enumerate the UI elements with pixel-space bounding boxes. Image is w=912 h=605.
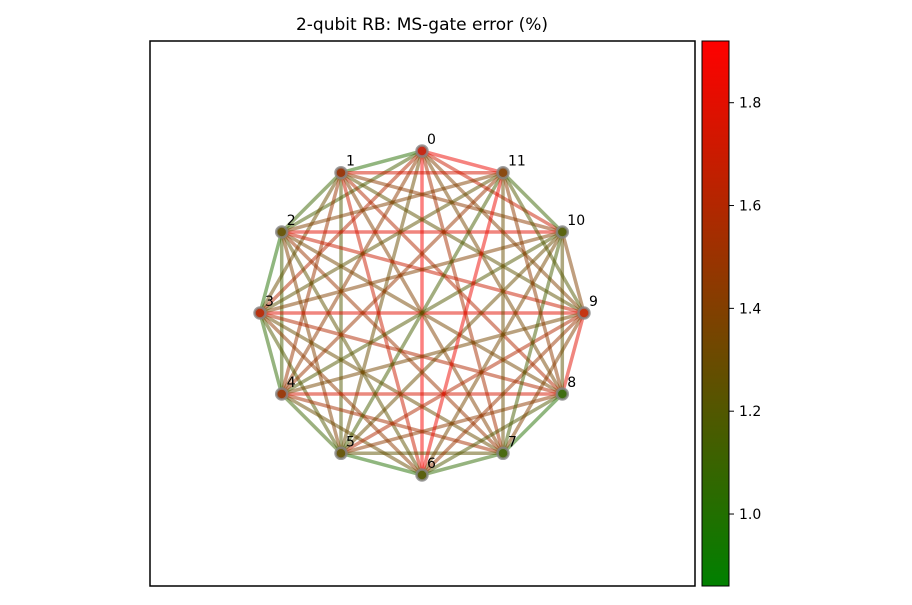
edge-0-1 — [339, 149, 424, 175]
colorbar-tick-label-0: 1.0 — [739, 507, 761, 523]
node-10 — [555, 225, 570, 239]
edge-6-8 — [420, 392, 565, 477]
edge-6-10 — [420, 230, 565, 477]
edge-1-6 — [339, 170, 424, 477]
edge-5-10 — [339, 230, 565, 456]
edge-9-11 — [501, 170, 586, 315]
node-label-7: 7 — [508, 434, 517, 450]
node-11 — [496, 165, 510, 180]
edge-5-9 — [339, 311, 586, 456]
edge-8-9 — [560, 311, 586, 396]
node-label-10: 10 — [567, 213, 585, 229]
edge-3-10 — [258, 230, 565, 315]
edge-3-8 — [258, 311, 565, 396]
edge-2-11 — [279, 170, 505, 234]
edge-7-8 — [501, 392, 565, 456]
edge-2-9 — [279, 230, 586, 315]
node-4 — [274, 387, 289, 401]
node-label-2: 2 — [287, 213, 296, 229]
edge-3-4 — [258, 311, 284, 396]
nodes-layer — [253, 144, 591, 482]
node-label-5: 5 — [346, 434, 355, 450]
node-9 — [577, 306, 591, 320]
node-label-3: 3 — [265, 294, 274, 310]
node-label-9: 9 — [589, 294, 598, 310]
edge-10-11 — [501, 170, 565, 234]
node-label-8: 8 — [567, 375, 576, 391]
node-5 — [334, 446, 348, 461]
node-0 — [415, 144, 429, 158]
edge-1-2 — [279, 170, 343, 234]
colorbar-tick-label-1: 1.2 — [739, 404, 761, 420]
edge-4-5 — [279, 392, 343, 456]
edge-0-11 — [420, 149, 505, 175]
edge-4-11 — [279, 170, 505, 396]
node-label-4: 4 — [287, 375, 296, 391]
edges-layer — [258, 149, 586, 477]
edge-1-8 — [339, 170, 565, 396]
edge-2-3 — [258, 230, 284, 315]
edge-2-7 — [279, 230, 505, 456]
node-label-6: 6 — [427, 456, 436, 472]
colorbar — [701, 40, 730, 587]
node-label-1: 1 — [346, 154, 355, 170]
edge-0-7 — [420, 149, 505, 456]
edge-3-11 — [258, 170, 505, 315]
edge-5-11 — [339, 170, 505, 456]
edge-5-6 — [339, 451, 424, 477]
edge-9-10 — [560, 230, 586, 315]
node-label-0: 0 — [427, 132, 436, 148]
node-8 — [555, 387, 570, 401]
colorbar-tick-label-3: 1.6 — [739, 199, 761, 215]
node-7 — [496, 446, 510, 461]
plot-title: 2-qubit RB: MS-gate error (%) — [296, 15, 548, 35]
edge-6-11 — [420, 170, 505, 477]
edge-8-11 — [501, 170, 565, 396]
node-3 — [253, 306, 267, 320]
edge-7-9 — [501, 311, 586, 456]
node-1 — [334, 165, 348, 180]
node-labels-layer: 0 1 2 3 4 5 6 7 8 9 10 11 — [265, 132, 598, 472]
edge-7-10 — [501, 230, 565, 456]
node-2 — [274, 225, 289, 239]
colorbar-ticks: 1.0 1.2 1.4 1.6 1.8 — [729, 96, 761, 523]
edge-4-9 — [279, 311, 586, 396]
colorbar-tick-label-2: 1.4 — [739, 301, 761, 317]
node-label-11: 11 — [508, 154, 526, 170]
edge-6-7 — [420, 451, 505, 477]
edge-0-5 — [339, 149, 424, 456]
colorbar-tick-label-4: 1.8 — [739, 96, 761, 112]
node-6 — [415, 468, 429, 482]
